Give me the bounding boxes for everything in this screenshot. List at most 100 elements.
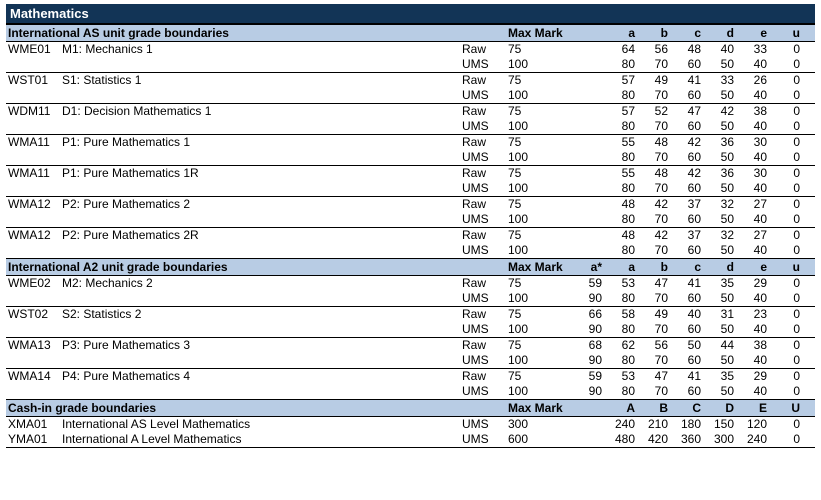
grade-value: 300 xyxy=(705,432,738,447)
section-header-row: International AS unit grade boundariesMa… xyxy=(6,25,815,41)
grade-value: 42 xyxy=(672,135,705,150)
grade-label: b xyxy=(639,26,672,40)
grade-label: B xyxy=(639,401,672,415)
unit-name: P2: Pure Mathematics 2 xyxy=(62,197,462,212)
grades-row: 80706050400 xyxy=(573,212,813,227)
unit-block: WME02M2: Mechanics 2Raw755953474135290UM… xyxy=(6,276,815,306)
grade-value: 50 xyxy=(705,243,738,258)
grade-value: 60 xyxy=(672,181,705,196)
grade-value: 240 xyxy=(738,432,771,447)
grade-spacer xyxy=(573,26,606,40)
grade-value: 180 xyxy=(672,417,705,432)
max-mark-value: 100 xyxy=(508,88,573,103)
grade-spacer xyxy=(573,243,606,258)
scale-label: Raw xyxy=(462,42,508,57)
grade-value: 70 xyxy=(639,291,672,306)
grade-value: 41 xyxy=(672,276,705,291)
grade-value: 48 xyxy=(606,197,639,212)
grade-spacer xyxy=(573,73,606,88)
grade-spacer xyxy=(573,119,606,134)
scale-label: Raw xyxy=(462,369,508,384)
grade-value: 70 xyxy=(639,212,672,227)
grade-value: 90 xyxy=(573,353,606,368)
grade-value: 30 xyxy=(738,166,771,181)
grade-value: 0 xyxy=(771,432,804,447)
unit-block: WST02S2: Statistics 2Raw756658494031230U… xyxy=(6,306,815,337)
grades-row: 9080706050400 xyxy=(573,322,813,337)
unit-block: WDM11D1: Decision Mathematics 1Raw755752… xyxy=(6,103,815,134)
max-mark-value: 100 xyxy=(508,291,573,306)
unit-block: WMA12P2: Pure Mathematics 2Raw7548423732… xyxy=(6,196,815,227)
max-mark-value: 75 xyxy=(508,197,573,212)
unit-row-raw: WMA12P2: Pure Mathematics 2RRaw754842373… xyxy=(6,228,815,243)
grade-value: 40 xyxy=(738,322,771,337)
grade-value: 50 xyxy=(705,322,738,337)
grade-label: d xyxy=(705,260,738,274)
grade-label: U xyxy=(771,401,804,415)
grade-value: 50 xyxy=(705,119,738,134)
unit-block: WMA14P4: Pure Mathematics 4Raw7559534741… xyxy=(6,368,815,399)
grade-value: 0 xyxy=(771,166,804,181)
grade-value: 60 xyxy=(672,384,705,399)
grade-value: 0 xyxy=(771,73,804,88)
grade-value: 26 xyxy=(738,73,771,88)
scale-label: Raw xyxy=(462,73,508,88)
grades-row: 6862565044380 xyxy=(573,338,813,353)
grade-value: 42 xyxy=(672,166,705,181)
grade-value: 59 xyxy=(573,369,606,384)
unit-block: WMA11P1: Pure Mathematics 1Raw7555484236… xyxy=(6,134,815,165)
unit-name: P3: Pure Mathematics 3 xyxy=(62,338,462,353)
grade-label: E xyxy=(738,401,771,415)
grade-value: 42 xyxy=(639,197,672,212)
grade-value: 210 xyxy=(639,417,672,432)
grade-value: 60 xyxy=(672,243,705,258)
grade-label: d xyxy=(705,26,738,40)
grade-value: 48 xyxy=(672,42,705,57)
grades-row: 64564840330 xyxy=(573,42,813,57)
grade-value: 64 xyxy=(606,42,639,57)
grade-value: 70 xyxy=(639,322,672,337)
grade-spacer xyxy=(573,166,606,181)
unit-code: WME02 xyxy=(8,276,62,291)
unit-row-raw: WST01S1: Statistics 1Raw7557494133260 xyxy=(6,73,815,88)
grade-value: 0 xyxy=(771,353,804,368)
scale-label: Raw xyxy=(462,228,508,243)
unit-row-ums: UMS10080706050400 xyxy=(6,181,815,196)
grade-value: 50 xyxy=(705,353,738,368)
scale-label: UMS xyxy=(462,384,508,399)
grade-value: 42 xyxy=(705,104,738,119)
grade-value: 41 xyxy=(672,73,705,88)
grade-value: 0 xyxy=(771,307,804,322)
grade-value: 50 xyxy=(672,338,705,353)
grade-value: 40 xyxy=(738,243,771,258)
grades-row: 4804203603002400 xyxy=(573,432,813,447)
unit-block: WMA11P1: Pure Mathematics 1RRaw755548423… xyxy=(6,165,815,196)
grade-value: 70 xyxy=(639,243,672,258)
unit-name: M2: Mechanics 2 xyxy=(62,276,462,291)
grade-value: 0 xyxy=(771,417,804,432)
grade-value: 70 xyxy=(639,119,672,134)
grade-label: e xyxy=(738,260,771,274)
grade-label: A xyxy=(606,401,639,415)
grade-spacer xyxy=(573,401,606,415)
grade-value: 52 xyxy=(639,104,672,119)
unit-name: S1: Statistics 1 xyxy=(62,73,462,88)
scale-label: UMS xyxy=(462,291,508,306)
grades-row: 48423732270 xyxy=(573,228,813,243)
unit-row-raw: WMA11P1: Pure Mathematics 1Raw7555484236… xyxy=(6,135,815,150)
scale-label: UMS xyxy=(462,150,508,165)
grade-value: 50 xyxy=(705,88,738,103)
max-mark-value: 100 xyxy=(508,57,573,72)
grade-value: 36 xyxy=(705,166,738,181)
grade-value: 150 xyxy=(705,417,738,432)
grades-row: 80706050400 xyxy=(573,119,813,134)
section-header: International AS unit grade boundariesMa… xyxy=(6,24,815,42)
section-header: Cash-in grade boundariesMax MarkABCDEU xyxy=(6,399,815,417)
grade-value: 47 xyxy=(639,369,672,384)
grade-value: 50 xyxy=(705,57,738,72)
grades-row: 80706050400 xyxy=(573,243,813,258)
scale-label: UMS xyxy=(462,57,508,72)
grade-value: 59 xyxy=(573,276,606,291)
grade-value: 48 xyxy=(639,166,672,181)
scale-label: UMS xyxy=(462,88,508,103)
